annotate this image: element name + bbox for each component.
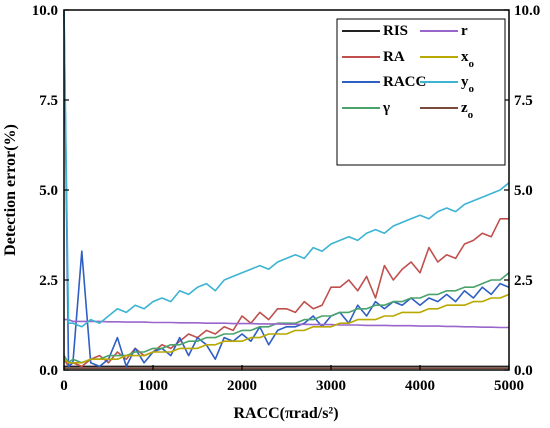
x-tick-label: 2000 — [227, 378, 257, 394]
legend-label-4: r — [461, 23, 468, 39]
y-tick-label-right: 7.5 — [514, 93, 533, 109]
y-tick-label-right: 10.0 — [514, 3, 540, 19]
y-tick-label-left: 0.0 — [39, 363, 58, 379]
ticks-layer: 0 1000 2000 3000 4000 50000.02.55.07.510.00.0… — [32, 3, 541, 394]
series-line-3 — [63, 272, 510, 364]
legend-box — [336, 18, 506, 166]
legend-label-1: RA — [383, 49, 405, 65]
y-tick-label-left: 10.0 — [32, 3, 58, 19]
legend-label-3: γ — [382, 100, 390, 116]
x-tick-label: 3000 — [316, 378, 346, 394]
series-line-6 — [63, 9, 510, 328]
y-tick-label-left: 5.0 — [39, 183, 58, 199]
series-line-5 — [63, 293, 510, 364]
y-tick-label-right: 0.0 — [514, 363, 533, 379]
series-line-2 — [63, 9, 510, 368]
legend-label-2: RACC — [383, 74, 426, 90]
x-tick-label: 5000 — [494, 378, 524, 394]
series-layer — [63, 9, 510, 370]
y-tick-label-right: 2.5 — [514, 273, 533, 289]
x-axis-title: RACC(πrad/s²) — [233, 405, 338, 422]
y-tick-label-left: 2.5 — [39, 273, 58, 289]
y-axis-title: Detection error(%) — [2, 124, 19, 256]
y-tick-label-left: 7.5 — [39, 93, 58, 109]
y-tick-label-right: 5.0 — [514, 183, 533, 199]
x-tick-label: 4000 — [405, 378, 435, 394]
legend-label-0: RIS — [383, 23, 408, 39]
series-line-4 — [64, 318, 509, 329]
x-tick-label: 0 — [60, 378, 68, 394]
x-tick-label: 1000 — [138, 378, 168, 394]
